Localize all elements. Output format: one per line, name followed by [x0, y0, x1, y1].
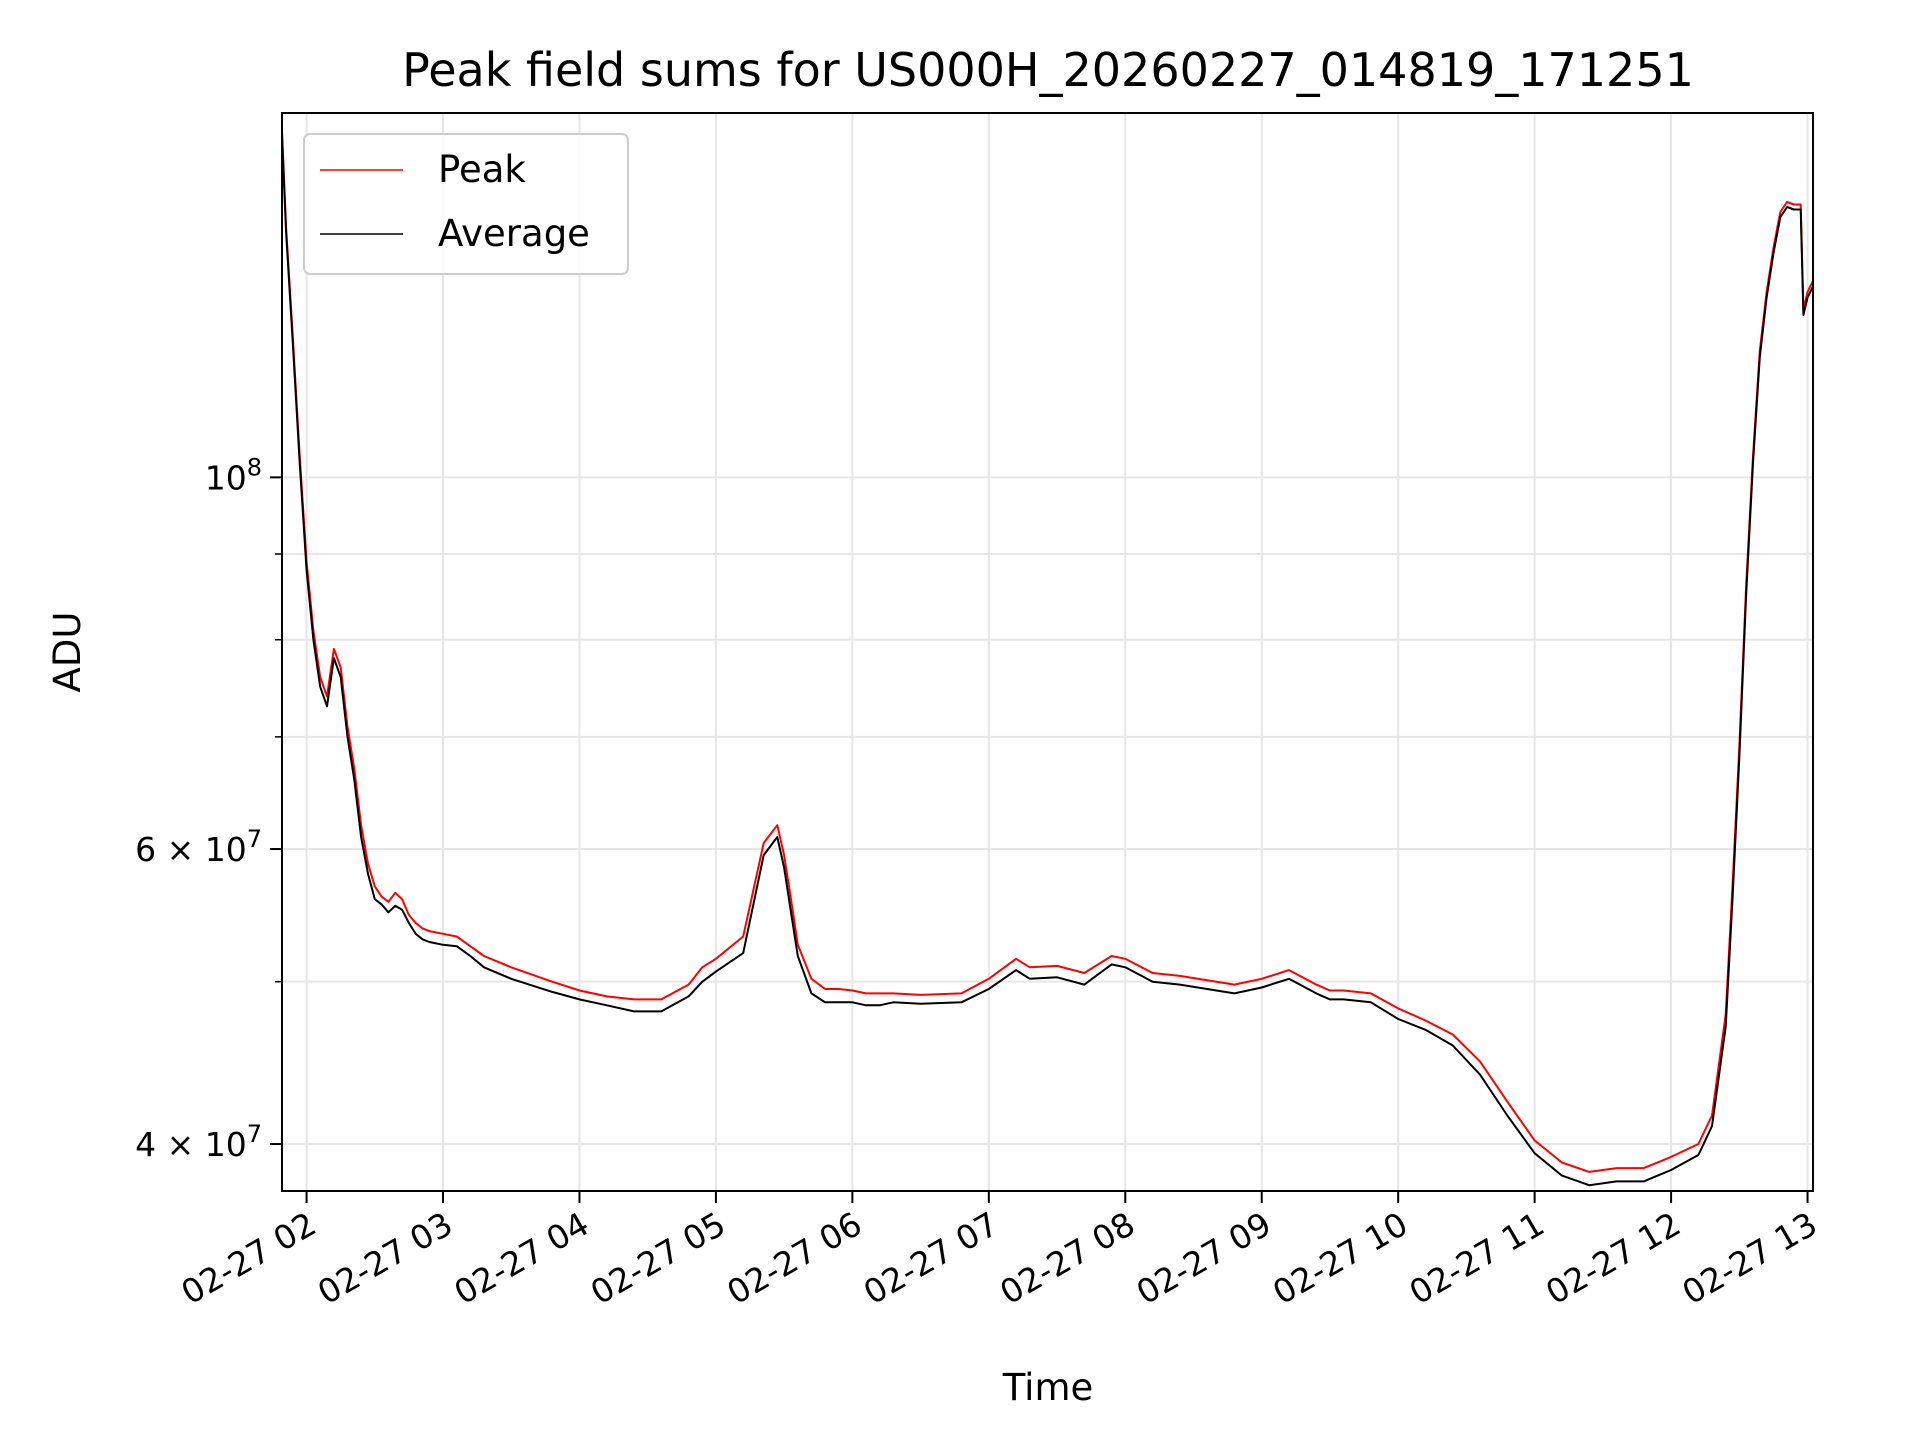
- plot-frame: [281, 112, 1814, 1192]
- y-tick-label: 4 × 107: [135, 1120, 262, 1164]
- legend-average-label: Average: [438, 212, 590, 255]
- legend-box: [303, 133, 629, 275]
- x-axis-label: Time: [1002, 1366, 1094, 1409]
- y-tick-label: 108: [205, 453, 262, 497]
- series-line-peak: [282, 130, 1813, 1173]
- legend-peak-label: Peak: [438, 148, 526, 191]
- series-layer: [282, 130, 1813, 1187]
- legend: Peak Average: [303, 133, 629, 275]
- chart-title: Peak field sums for US000H_20260227_0148…: [402, 43, 1694, 97]
- series-line-average: [282, 135, 1813, 1187]
- y-tick-label: 6 × 107: [135, 825, 262, 869]
- grid: [282, 113, 1813, 1191]
- y-axis-label: ADU: [46, 612, 89, 693]
